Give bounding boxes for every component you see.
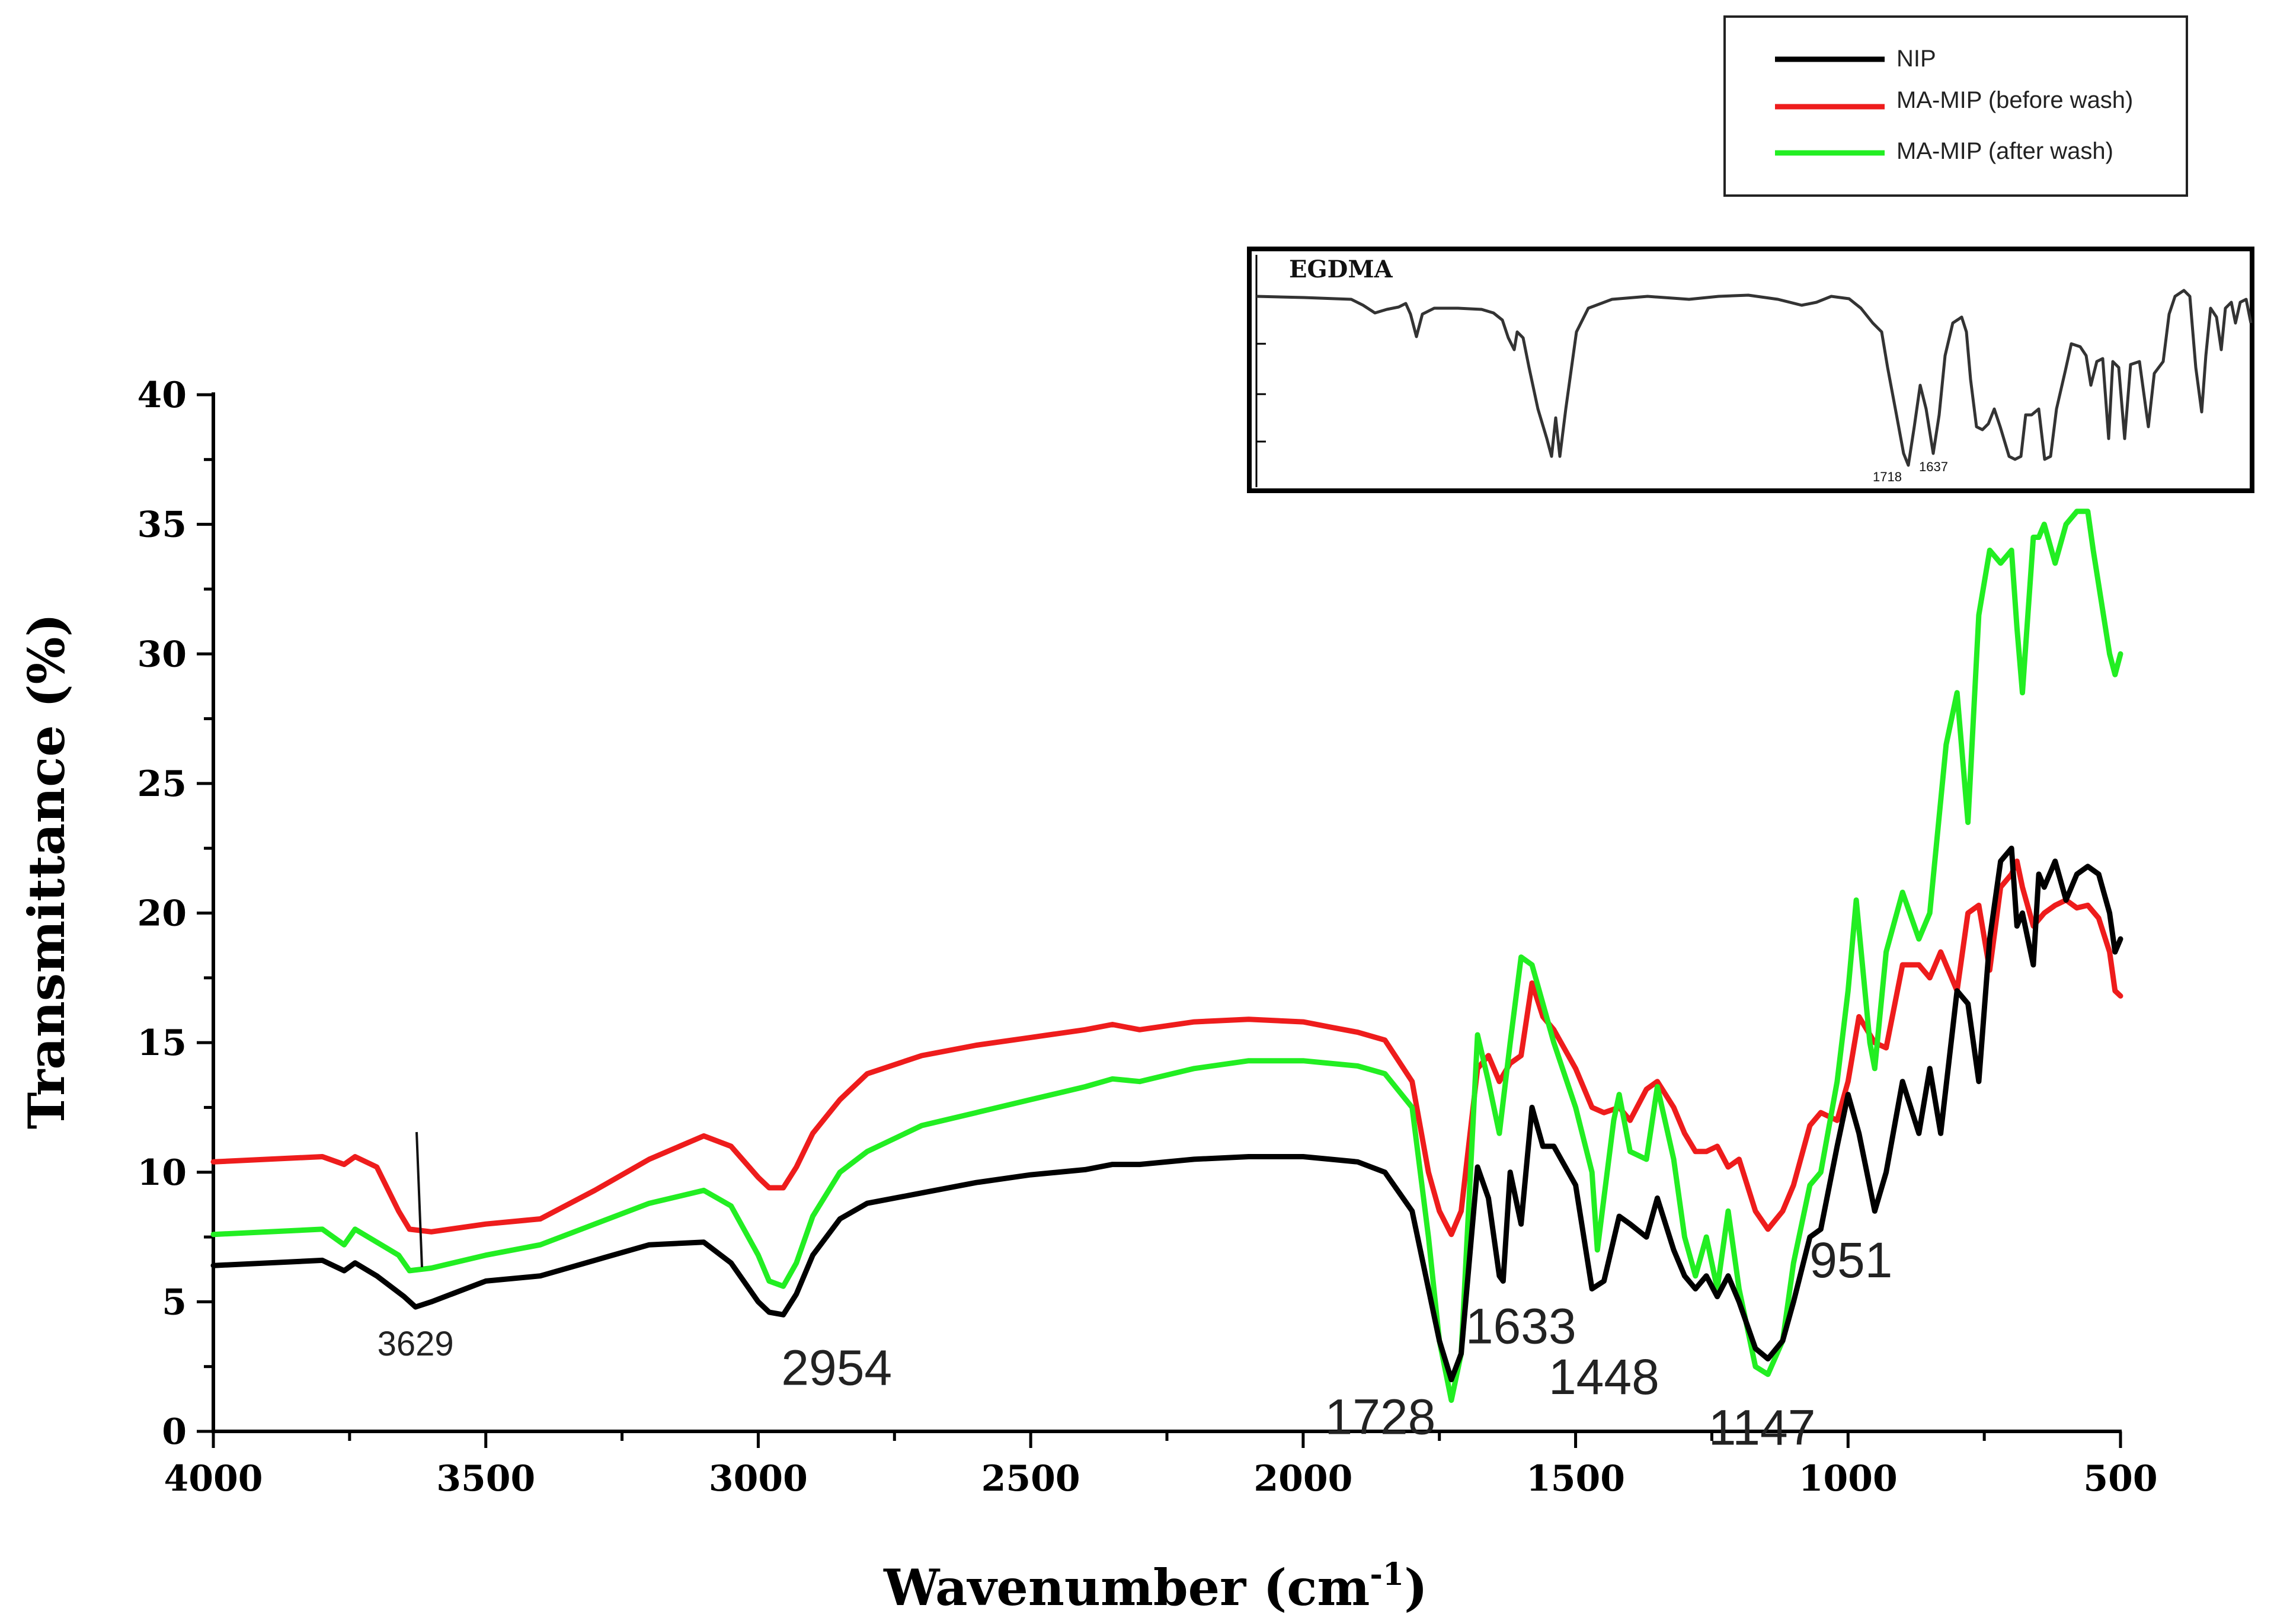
y-ticks: 0 5 10 15 20 25 30 35 40 <box>137 375 213 1453</box>
peak-label-951: 951 <box>1809 1232 1892 1288</box>
peak-label-1448: 1448 <box>1549 1349 1659 1405</box>
y-tick-label: 35 <box>137 504 187 546</box>
peak-label-2954: 2954 <box>781 1340 892 1395</box>
x-tick-label: 1500 <box>1526 1458 1625 1500</box>
plot-area: 0 5 10 15 20 25 30 35 40 4000 3500 3000 2500 2000 150… <box>137 375 2158 1500</box>
inset-frame <box>1247 247 2254 493</box>
peak-label-1728: 1728 <box>1325 1389 1436 1444</box>
y-tick-label: 25 <box>137 763 187 805</box>
y-axis-title: Transmittance (%) <box>17 613 76 1129</box>
x-tick-label: 2000 <box>1253 1458 1352 1500</box>
y-tick-label: 10 <box>137 1152 187 1194</box>
inset-spectrum <box>1256 289 2253 467</box>
x-ticks: 4000 3500 3000 2500 2000 1500 1000 500 <box>164 1431 2158 1500</box>
series-line-ma-mip-before-wash <box>210 858 2123 1238</box>
peak-label-1147: 1147 <box>1709 1400 1816 1456</box>
legend-label-nip: NIP <box>1896 46 1936 72</box>
x-tick-label: 3500 <box>436 1458 535 1500</box>
series-line-ma-mip-after-wash <box>210 509 2123 1403</box>
y-tick-label: 30 <box>137 634 187 675</box>
series-layer <box>210 509 2123 1403</box>
inset-peak-label-1637: 1637 <box>1919 459 1948 474</box>
y-tick-label: 0 <box>162 1411 187 1453</box>
x-axis-title-sup: -1 <box>1370 1556 1404 1593</box>
peak-marker-line-3629 <box>415 1131 423 1268</box>
x-tick-label: 3000 <box>709 1458 808 1500</box>
inset-egdma: EGDMA 1718 1637 <box>1247 247 2254 493</box>
series-line-nip <box>210 845 2123 1383</box>
x-tick-label: 4000 <box>164 1458 263 1500</box>
legend-label-before-wash: MA-MIP (before wash) <box>1896 87 2133 113</box>
x-axis-title: Wavenumber (cm-1) <box>883 1556 1428 1617</box>
x-tick-label: 500 <box>2083 1458 2157 1500</box>
x-axis-title-close: ) <box>1404 1558 1428 1617</box>
legend-label-after-wash: MA-MIP (after wash) <box>1896 138 2113 164</box>
legend: NIP MA-MIP (before wash) MA-MIP (after w… <box>1723 15 2188 197</box>
inset-peak-label-1718: 1718 <box>1873 469 1902 484</box>
inset-title: EGDMA <box>1289 255 1393 283</box>
y-tick-label: 15 <box>137 1022 187 1064</box>
y-tick-label: 20 <box>137 893 187 935</box>
x-axis-title-main: Wavenumber (cm <box>883 1558 1370 1617</box>
x-tick-label: 1000 <box>1799 1458 1898 1500</box>
peak-label-3629: 3629 <box>378 1325 454 1363</box>
y-tick-label: 40 <box>137 375 187 416</box>
x-tick-label: 2500 <box>981 1458 1080 1500</box>
y-tick-label: 5 <box>162 1281 187 1323</box>
peak-label-1633: 1633 <box>1466 1298 1576 1354</box>
